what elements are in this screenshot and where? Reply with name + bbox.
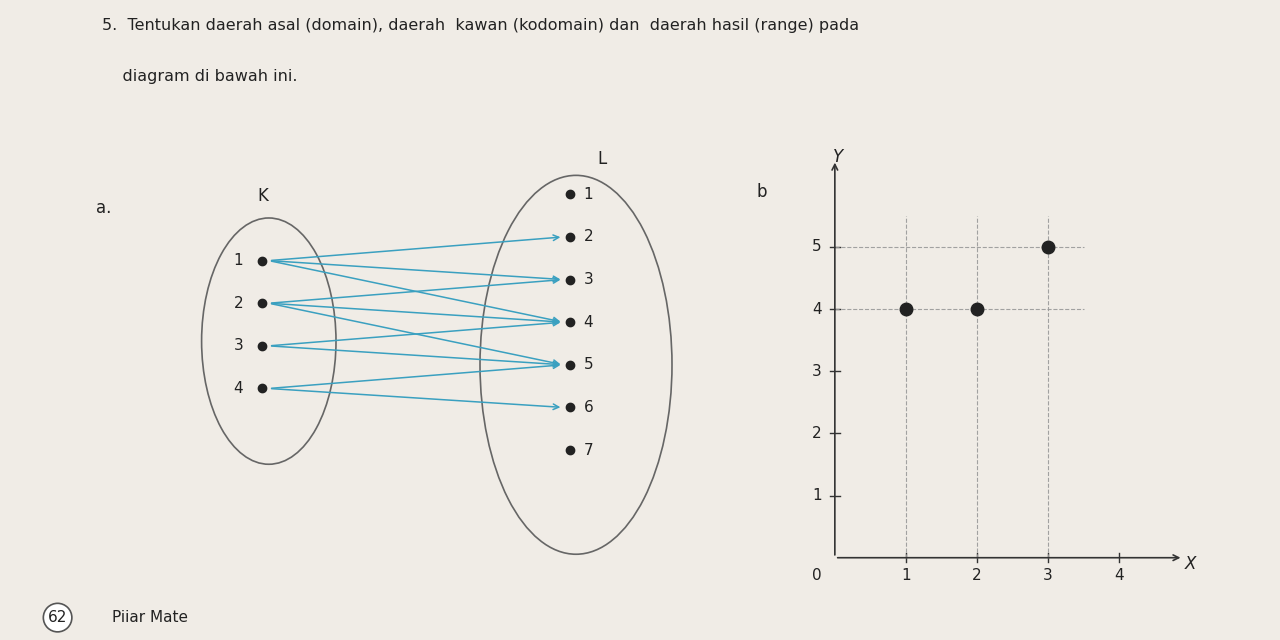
Text: 2: 2 [584,229,594,244]
Text: a.: a. [96,199,111,217]
Text: 3: 3 [813,364,822,379]
Text: 3: 3 [1043,568,1053,582]
Text: 5: 5 [813,239,822,254]
Text: 62: 62 [47,610,68,625]
Text: 1: 1 [233,253,243,268]
Text: L: L [596,150,607,168]
Text: 1: 1 [813,488,822,503]
Text: K: K [257,188,268,205]
Text: 2: 2 [233,296,243,311]
Text: X: X [1185,555,1196,573]
Text: 4: 4 [1115,568,1124,582]
Text: 0: 0 [813,568,822,582]
Text: 5: 5 [584,357,594,372]
Text: 1: 1 [901,568,911,582]
Text: 4: 4 [813,301,822,317]
Text: 1: 1 [584,187,594,202]
Text: 3: 3 [233,339,243,353]
Text: 6: 6 [584,400,594,415]
Text: 4: 4 [233,381,243,396]
Text: 7: 7 [584,442,594,458]
Text: 3: 3 [584,272,594,287]
Text: 2: 2 [973,568,982,582]
Text: 5.  Tentukan daerah asal (domain), daerah  kawan (kodomain) dan  daerah hasil (r: 5. Tentukan daerah asal (domain), daerah… [102,18,860,33]
Text: 2: 2 [813,426,822,441]
Text: diagram di bawah ini.: diagram di bawah ini. [102,69,298,84]
Text: 4: 4 [584,315,594,330]
Text: Y: Y [833,148,844,166]
Text: b: b [756,183,767,201]
Text: Piiar Mate: Piiar Mate [113,610,188,625]
